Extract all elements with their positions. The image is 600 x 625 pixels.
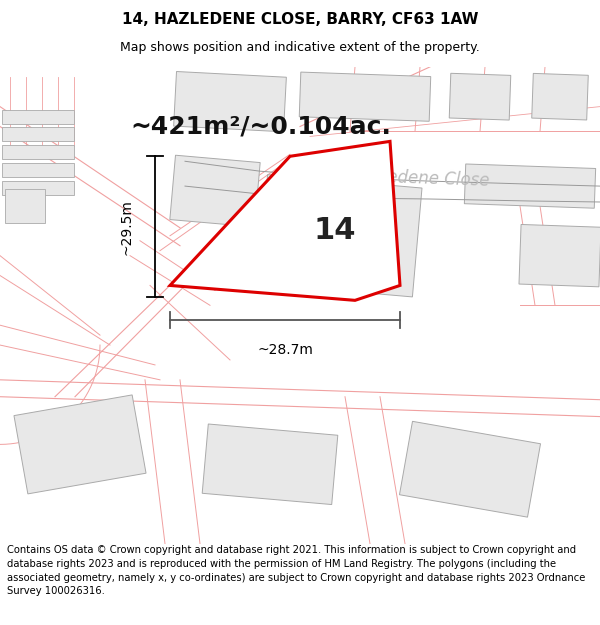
Text: Contains OS data © Crown copyright and database right 2021. This information is : Contains OS data © Crown copyright and d… [7,546,586,596]
Polygon shape [2,181,74,195]
Polygon shape [14,395,146,494]
Text: 14, HAZLEDENE CLOSE, BARRY, CF63 1AW: 14, HAZLEDENE CLOSE, BARRY, CF63 1AW [122,12,478,27]
Text: ~28.7m: ~28.7m [257,343,313,357]
Polygon shape [2,146,74,159]
Polygon shape [464,164,596,208]
Text: ~421m²/~0.104ac.: ~421m²/~0.104ac. [130,114,391,139]
Polygon shape [202,424,338,504]
Polygon shape [173,71,286,132]
Polygon shape [299,72,431,121]
Text: Hazledene Close: Hazledene Close [350,167,490,189]
Text: Map shows position and indicative extent of the property.: Map shows position and indicative extent… [120,41,480,54]
Polygon shape [170,141,400,301]
Text: 14: 14 [314,216,356,245]
Polygon shape [170,155,260,227]
Polygon shape [258,174,422,297]
Polygon shape [449,73,511,120]
Polygon shape [5,189,45,223]
Polygon shape [2,109,74,124]
Polygon shape [532,73,588,120]
Polygon shape [400,421,541,517]
Polygon shape [2,127,74,141]
Polygon shape [519,224,600,287]
Text: ~29.5m: ~29.5m [120,199,134,255]
Polygon shape [2,163,74,177]
